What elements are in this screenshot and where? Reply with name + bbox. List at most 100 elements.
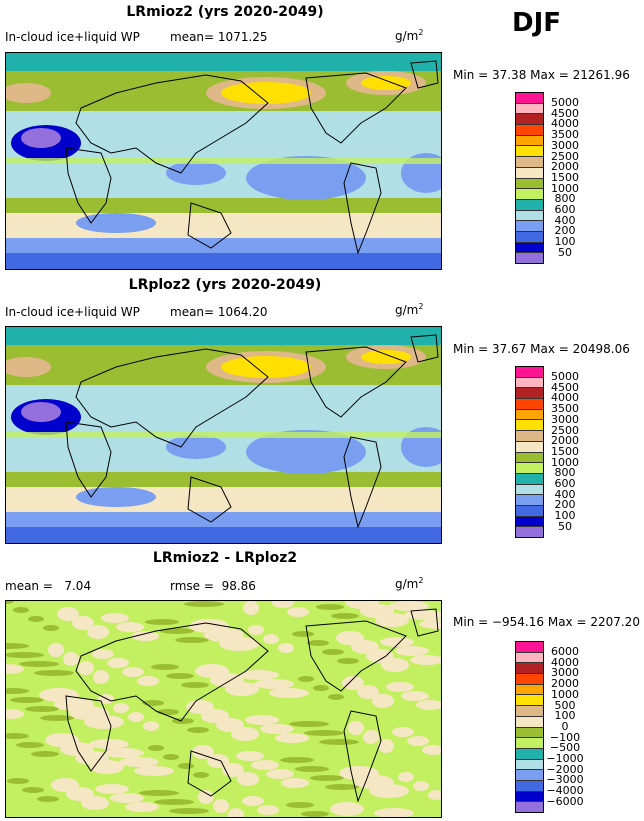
panel1-colorbar — [515, 92, 544, 264]
difference-patch — [31, 751, 59, 757]
units: g/m — [395, 303, 419, 317]
low-value-region — [166, 161, 226, 185]
southern-band-green — [6, 472, 441, 487]
difference-patch — [325, 784, 359, 790]
mean-value: 1071.25 — [217, 30, 268, 44]
coastline — [410, 608, 439, 637]
colorbar-label: 50 — [558, 519, 572, 533]
difference-patch — [374, 808, 414, 817]
difference-patch — [357, 685, 379, 699]
difference-patch — [6, 664, 24, 674]
difference-patch — [337, 658, 359, 664]
difference-patch — [193, 772, 209, 778]
difference-patch — [310, 775, 344, 781]
panel1-title: LRmioz2 (yrs 2020-2049) — [126, 4, 324, 20]
colorbar-swatch — [516, 495, 543, 506]
low-value-region — [166, 435, 226, 459]
colorbar-swatch — [516, 210, 543, 222]
mean-value: 1064.20 — [217, 305, 268, 319]
difference-patch — [275, 733, 309, 743]
colorbar-label: 1000 — [551, 455, 579, 469]
difference-patch — [113, 703, 129, 713]
difference-patch — [40, 715, 74, 721]
difference-patch — [122, 667, 144, 677]
difference-patch — [119, 757, 159, 767]
colorbar-label: 1500 — [551, 444, 579, 458]
difference-patch — [139, 790, 179, 796]
difference-patch — [110, 793, 144, 803]
panel1-colorbar-labels: 5000 4500 4000 3500 3000 2500 2000 1500 1000 800 6… — [545, 97, 585, 259]
colorbar-swatch — [516, 114, 543, 126]
difference-patch — [13, 607, 29, 613]
low-value-region — [246, 430, 366, 474]
difference-patch — [422, 745, 441, 755]
itcz-band — [6, 158, 441, 164]
colorbar-label: 0 — [561, 719, 569, 733]
panel2-colorbar — [515, 366, 544, 538]
colorbar-label: 600 — [554, 203, 576, 217]
colorbar-label: −4000 — [546, 784, 584, 798]
difference-patch — [107, 658, 129, 668]
difference-patch — [348, 721, 364, 735]
difference-patch — [316, 604, 344, 610]
colorbar-swatch — [516, 484, 543, 496]
colorbar-label: 4000 — [551, 117, 579, 131]
arctic-band — [6, 327, 441, 345]
difference-patch — [160, 628, 194, 634]
colorbar-label: 1000 — [551, 687, 579, 701]
difference-patch — [381, 658, 409, 672]
difference-patch — [395, 646, 429, 656]
rmse-value: 98.86 — [221, 579, 256, 593]
difference-patch — [92, 649, 114, 659]
difference-patch — [237, 772, 259, 786]
high-value-region — [221, 82, 311, 104]
panel1-map — [5, 52, 442, 270]
low-value-region — [21, 128, 61, 148]
colorbar-swatch — [516, 738, 543, 749]
difference-patch — [116, 622, 144, 632]
difference-patch — [372, 694, 394, 708]
colorbar-label: 800 — [554, 466, 576, 480]
colorbar-swatch — [516, 367, 543, 378]
colorbar-swatch — [516, 189, 543, 200]
difference-patch — [331, 613, 359, 619]
difference-patch — [407, 736, 429, 746]
colorbar-swatch — [516, 452, 543, 464]
coastline — [187, 750, 232, 797]
units-exp: 2 — [418, 28, 424, 37]
colorbar-label: 2500 — [551, 149, 579, 163]
colorbar-label: 6000 — [551, 645, 579, 658]
panel3-map — [5, 600, 442, 818]
colorbar-label: 5000 — [551, 370, 579, 383]
colorbar-swatch — [516, 242, 543, 254]
colorbar-label: 600 — [554, 477, 576, 491]
panel1-units: g/m2 — [395, 28, 423, 43]
colorbar-swatch — [516, 463, 543, 474]
colorbar-swatch — [516, 759, 543, 771]
difference-patch — [192, 745, 214, 759]
difference-patch — [328, 694, 344, 700]
colorbar-swatch — [516, 516, 543, 528]
coastline — [305, 346, 407, 418]
difference-patch — [330, 802, 364, 816]
panel1-variable: In-cloud ice+liquid WP — [5, 30, 140, 44]
colorbar-label: 4500 — [551, 380, 579, 394]
coastline — [65, 421, 112, 498]
low-value-region — [76, 213, 156, 233]
colorbar-swatch — [516, 253, 543, 263]
colorbar-swatch — [516, 663, 543, 675]
colorbar-label: 2000 — [551, 434, 579, 448]
difference-patch — [154, 799, 194, 805]
difference-patch — [87, 625, 109, 639]
coastline — [187, 202, 232, 249]
difference-patch — [313, 685, 329, 691]
colorbar-label: 4000 — [551, 391, 579, 405]
difference-patch — [392, 727, 414, 737]
difference-patch — [157, 709, 179, 715]
units: g/m — [395, 577, 419, 591]
difference-patch — [25, 706, 59, 712]
difference-patch — [7, 778, 29, 784]
difference-patch — [81, 796, 109, 810]
southern-band-green — [6, 198, 441, 213]
panel3-colorbar — [515, 641, 544, 813]
